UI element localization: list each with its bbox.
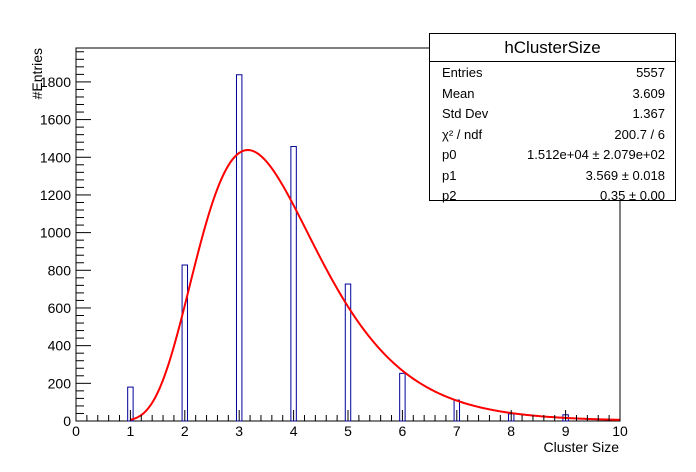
stats-row-stddev: Std Dev 1.367	[430, 103, 675, 124]
x-tick-label: 8	[507, 423, 515, 439]
histogram-bar	[181, 264, 189, 422]
y-tick-label: 400	[48, 338, 72, 354]
axis-ticks	[75, 51, 621, 422]
stats-value: 3.569 ± 0.018	[585, 167, 665, 183]
x-tick-label: 5	[344, 423, 352, 439]
stats-row-p1: p1 3.569 ± 0.018	[430, 165, 675, 186]
x-tick-labels: 0 1 2 3 4 5 6 7 8 9 10	[72, 423, 628, 439]
y-tick-label: 600	[48, 300, 72, 316]
stats-key: Std Dev	[442, 106, 489, 121]
y-axis-title: #Entries	[29, 48, 45, 99]
stats-value: 1.367	[632, 106, 665, 121]
x-tick-label: 7	[453, 423, 461, 439]
stats-value: 200.7 / 6	[614, 126, 665, 142]
y-tick-labels: 0 200 400 600 800 1000 1200 1400 1600 1800	[40, 74, 71, 429]
stats-value: 5557	[636, 65, 665, 80]
fit-curve	[130, 149, 621, 421]
x-tick-label: 9	[562, 423, 570, 439]
stats-title: hClusterSize	[430, 34, 675, 62]
stats-value: 0.35 ± 0.00	[600, 188, 665, 203]
stats-key: p0	[442, 147, 457, 162]
x-tick-label: 4	[290, 423, 298, 439]
x-tick-label: 3	[235, 423, 243, 439]
y-tick-label: 0	[63, 413, 71, 429]
x-axis-title: Cluster Size	[544, 439, 620, 455]
stats-key: Entries	[442, 65, 483, 80]
x-tick-label: 0	[72, 423, 80, 439]
stats-row-p0: p0 1.512e+04 ± 2.079e+02	[430, 144, 675, 165]
stats-row-chi2: χ² / ndf 200.7 / 6	[430, 124, 675, 145]
stats-key: Mean	[442, 85, 475, 101]
stats-row-mean: Mean 3.609	[430, 83, 675, 104]
stats-key: χ² / ndf	[442, 126, 483, 142]
y-tick-label: 1400	[40, 149, 71, 165]
y-tick-label: 800	[48, 262, 72, 278]
histogram-bar	[235, 74, 243, 422]
stats-row-p2: p2 0.35 ± 0.00	[430, 185, 675, 206]
y-tick-label: 1000	[40, 225, 71, 241]
y-tick-label: 200	[48, 375, 72, 391]
x-tick-label: 2	[181, 423, 189, 439]
stats-key: p2	[442, 188, 457, 203]
x-tick-label: 10	[612, 423, 628, 439]
stats-key: p1	[442, 167, 457, 183]
y-tick-label: 1800	[40, 74, 71, 90]
stats-row-entries: Entries 5557	[430, 62, 675, 83]
x-tick-label: 6	[399, 423, 407, 439]
stats-box: hClusterSize Entries 5557 Mean 3.609 Std…	[429, 33, 676, 203]
stats-value: 1.512e+04 ± 2.079e+02	[527, 147, 665, 162]
x-tick-label: 1	[127, 423, 135, 439]
y-tick-label: 1200	[40, 187, 71, 203]
stats-value: 3.609	[632, 85, 665, 101]
histogram-bar	[290, 146, 297, 422]
y-tick-label: 1600	[40, 112, 71, 128]
